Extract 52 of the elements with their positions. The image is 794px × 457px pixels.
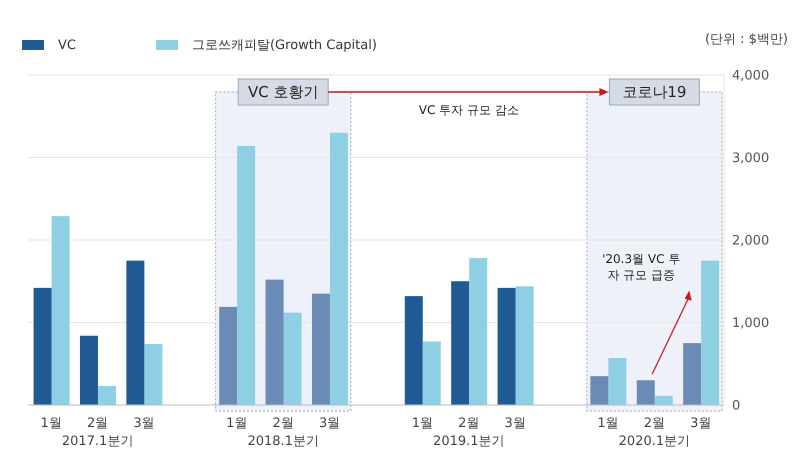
bar: [237, 146, 256, 405]
text: 2018.1분기: [247, 434, 319, 449]
y-tick-label: 3,000: [732, 151, 770, 166]
bar: [284, 312, 302, 405]
bar: [654, 396, 673, 405]
bar: [516, 286, 534, 405]
bar: [144, 344, 162, 405]
legend-label: VC: [58, 38, 76, 52]
bar: [80, 336, 98, 405]
bar: [608, 358, 626, 405]
annotation: VC 호황기: [248, 83, 318, 101]
bar: [469, 258, 488, 405]
x-tick-label: 1월: [412, 416, 434, 431]
bar: [52, 216, 70, 405]
x-tick-label: 3월: [133, 416, 155, 431]
x-tick-label: 1월: [226, 416, 248, 431]
text: 2020.1분기: [618, 434, 690, 449]
x-tick-label: 1월: [597, 416, 619, 431]
x-tick-label: 1월: [40, 416, 62, 431]
bar: [636, 380, 655, 405]
text: 2017.1분기: [62, 434, 134, 449]
bar: [498, 288, 516, 405]
y-tick-label: 0: [732, 398, 740, 414]
bar: [98, 386, 116, 405]
bar: [590, 376, 608, 405]
bar: [404, 296, 423, 405]
x-tick-label: 3월: [504, 416, 526, 431]
y-tick-label: 4,000: [732, 68, 770, 84]
bar: [330, 132, 348, 405]
text: (단위 : $백만): [704, 31, 788, 48]
x-tick-label: 2월: [86, 416, 108, 431]
bar: [701, 260, 720, 405]
x-tick-label: 2월: [272, 416, 294, 431]
y-tick-label: 2,000: [732, 234, 770, 249]
x-tick-label: 3월: [690, 416, 712, 431]
bar: [312, 294, 330, 405]
y-tick-label: 1,000: [732, 316, 770, 332]
annotation: 코로나19: [622, 83, 686, 101]
bar: [126, 260, 144, 405]
bar: [683, 343, 702, 405]
legend-label: 그로쓰캐피탈(Growth Capital): [192, 37, 377, 54]
x-tick-label: 2월: [458, 416, 480, 431]
bar: [266, 280, 284, 405]
annotation: '20.3월 VC 투자 규모 급증: [601, 250, 682, 283]
x-tick-label: 2월: [644, 416, 666, 431]
x-tick-label: 3월: [318, 416, 340, 431]
text: 2019.1분기: [433, 434, 505, 449]
bar: [422, 341, 441, 405]
bar: [34, 288, 52, 405]
annotation: VC 투자 규모 감소: [418, 103, 519, 117]
bar: [451, 281, 470, 405]
bar: [219, 306, 238, 405]
